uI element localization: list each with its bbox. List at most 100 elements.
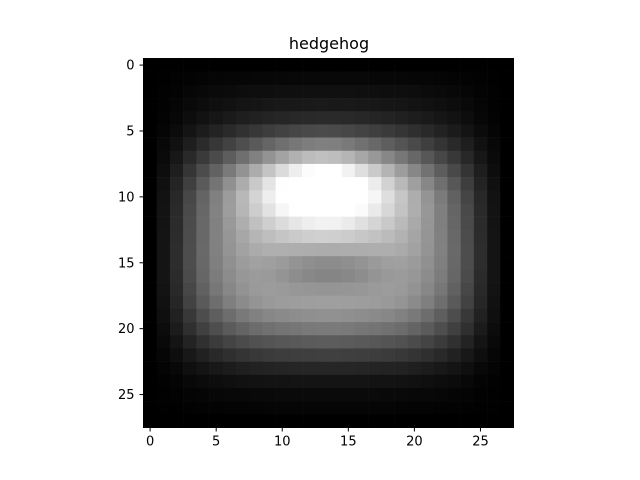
heatmap-cell bbox=[315, 361, 329, 376]
heatmap-cell bbox=[354, 163, 369, 178]
heatmap-cell bbox=[236, 84, 250, 99]
heatmap-cell bbox=[143, 84, 158, 99]
heatmap-cell bbox=[222, 269, 237, 283]
heatmap-cell bbox=[407, 282, 422, 297]
heatmap-cell bbox=[262, 282, 276, 297]
heatmap-cell bbox=[328, 203, 343, 217]
heatmap-cell bbox=[328, 229, 343, 244]
heatmap-cell bbox=[500, 111, 514, 125]
heatmap-cell bbox=[434, 216, 448, 231]
heatmap-cell bbox=[407, 322, 422, 336]
heatmap-cell bbox=[354, 335, 369, 349]
heatmap-cell bbox=[407, 229, 422, 244]
heatmap-cell bbox=[302, 256, 316, 270]
heatmap-cell bbox=[500, 177, 514, 191]
heatmap-cell bbox=[249, 190, 263, 204]
heatmap-cell bbox=[249, 216, 263, 231]
heatmap-cell bbox=[262, 322, 276, 336]
heatmap-cell bbox=[222, 163, 237, 178]
heatmap-cell bbox=[487, 137, 501, 152]
heatmap-cell bbox=[183, 361, 197, 376]
heatmap-cell bbox=[262, 308, 276, 323]
heatmap-cell bbox=[368, 84, 382, 99]
y-tick-label: 15 bbox=[118, 256, 135, 271]
heatmap-cell bbox=[434, 177, 448, 191]
heatmap-cell bbox=[169, 387, 184, 402]
heatmap-cell bbox=[196, 229, 210, 244]
heatmap-cell bbox=[209, 58, 224, 72]
heatmap-cell bbox=[460, 150, 475, 165]
heatmap-cell bbox=[328, 361, 343, 376]
heatmap-cell bbox=[302, 177, 316, 191]
heatmap-cell bbox=[236, 374, 250, 389]
heatmap-cell bbox=[222, 374, 237, 389]
heatmap-cell bbox=[381, 216, 395, 231]
heatmap-cell bbox=[143, 58, 158, 72]
heatmap-cell bbox=[421, 387, 435, 402]
heatmap-cell bbox=[500, 348, 514, 362]
heatmap-cell bbox=[473, 361, 488, 376]
heatmap-cell bbox=[183, 124, 197, 138]
heatmap-cell bbox=[434, 322, 448, 336]
heatmap-cell bbox=[143, 348, 158, 362]
heatmap-cell bbox=[302, 124, 316, 138]
heatmap-cell bbox=[143, 111, 158, 125]
heatmap-cell bbox=[288, 150, 303, 165]
heatmap-cell bbox=[236, 150, 250, 165]
heatmap-cell bbox=[368, 295, 382, 310]
heatmap-cell bbox=[262, 203, 276, 217]
heatmap-cell bbox=[328, 374, 343, 389]
heatmap-cell bbox=[460, 282, 475, 297]
heatmap-cell bbox=[487, 335, 501, 349]
heatmap-cell bbox=[381, 71, 395, 86]
heatmap-cell bbox=[143, 308, 158, 323]
heatmap-cell bbox=[249, 269, 263, 283]
heatmap-cell bbox=[473, 229, 488, 244]
x-tick-label: 15 bbox=[340, 435, 357, 450]
heatmap-cell bbox=[487, 190, 501, 204]
heatmap-cell bbox=[315, 308, 329, 323]
heatmap-cell bbox=[236, 348, 250, 362]
heatmap-cell bbox=[169, 124, 184, 138]
heatmap-cell bbox=[275, 414, 290, 428]
heatmap-cell bbox=[302, 71, 316, 86]
heatmap-cell bbox=[407, 177, 422, 191]
heatmap-cell bbox=[302, 308, 316, 323]
heatmap-cell bbox=[500, 190, 514, 204]
heatmap-cell bbox=[328, 269, 343, 283]
heatmap-cell bbox=[169, 163, 184, 178]
heatmap-cell bbox=[262, 361, 276, 376]
heatmap-cell bbox=[288, 269, 303, 283]
heatmap-cell bbox=[183, 177, 197, 191]
heatmap-cell bbox=[196, 58, 210, 72]
heatmap-cell bbox=[381, 361, 395, 376]
heatmap-cell bbox=[275, 216, 290, 231]
heatmap-cell bbox=[500, 163, 514, 178]
heatmap-cell bbox=[354, 243, 369, 257]
heatmap-cell bbox=[341, 229, 356, 244]
heatmap-cell bbox=[249, 177, 263, 191]
heatmap-cell bbox=[209, 308, 224, 323]
heatmap-cell bbox=[328, 177, 343, 191]
heatmap-cell bbox=[143, 374, 158, 389]
heatmap-cell bbox=[447, 374, 461, 389]
heatmap-cell bbox=[156, 414, 171, 428]
heatmap-cell bbox=[354, 71, 369, 86]
heatmap-cell bbox=[302, 387, 316, 402]
heatmap-cell bbox=[354, 124, 369, 138]
heatmap-cell bbox=[328, 71, 343, 86]
heatmap-cell bbox=[354, 216, 369, 231]
y-tick-label: 10 bbox=[118, 190, 135, 205]
heatmap-cell bbox=[434, 58, 448, 72]
heatmap-cell bbox=[302, 295, 316, 310]
heatmap-cell bbox=[381, 269, 395, 283]
heatmap-cell bbox=[368, 374, 382, 389]
heatmap-cell bbox=[169, 71, 184, 86]
heatmap-cell bbox=[487, 387, 501, 402]
heatmap-cell bbox=[447, 243, 461, 257]
heatmap-cell bbox=[368, 216, 382, 231]
heatmap-cell bbox=[156, 361, 171, 376]
heatmap-cell bbox=[222, 348, 237, 362]
heatmap-cell bbox=[473, 137, 488, 152]
